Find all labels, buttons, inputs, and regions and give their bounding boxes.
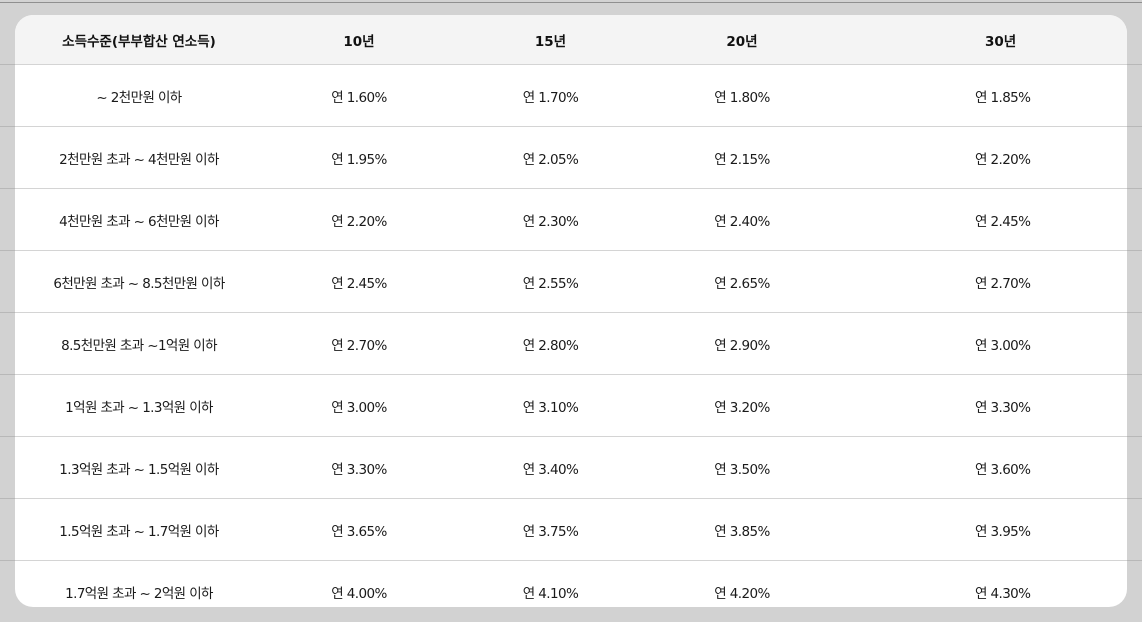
table-row: ~ 2천만원 이하 연 1.60% 연 1.70% 연 1.80% 연 1.85… xyxy=(15,64,1127,127)
rate-cell-15y: 연 4.10% xyxy=(522,585,579,602)
rate-cell-30y: 연 4.30% xyxy=(975,585,1031,602)
rate-cell-10y: 연 3.65% xyxy=(263,498,455,561)
rate-cell-10y: 연 2.45% xyxy=(263,250,455,313)
rate-cell-10y: 연 3.00% xyxy=(263,374,455,437)
margin-guide xyxy=(0,126,15,127)
rate-cell-15y: 연 3.10% xyxy=(455,374,646,437)
rate-cell-15y: 연 3.75% xyxy=(455,498,646,561)
income-level-cell: 6천만원 초과 ~ 8.5천만원 이하 xyxy=(15,250,263,313)
income-level-cell: 1억원 초과 ~ 1.3억원 이하 xyxy=(15,374,263,437)
rate-cell-10y: 연 2.20% xyxy=(263,188,455,251)
margin-guide xyxy=(1127,436,1142,437)
rate-cell-20y: 연 2.90% xyxy=(646,312,838,375)
rate-cell-10y: 연 1.60% xyxy=(263,64,455,127)
table-row: 1.3억원 초과 ~ 1.5억원 이하 연 3.30% 연 3.40% 연 3.… xyxy=(15,436,1127,499)
rate-cell-30y: 연 3.95% xyxy=(838,498,1127,561)
rate-cell-30y: 연 2.70% xyxy=(838,250,1127,313)
rate-cell-10y: 연 4.00% xyxy=(331,585,387,602)
header-term-20y: 20년 xyxy=(646,15,838,65)
margin-guide xyxy=(0,498,15,499)
margin-guide xyxy=(1127,188,1142,189)
rate-cell-15y: 연 2.05% xyxy=(455,126,646,189)
table-row: 1억원 초과 ~ 1.3억원 이하 연 3.00% 연 3.10% 연 3.20… xyxy=(15,374,1127,437)
table-row: 1.5억원 초과 ~ 1.7억원 이하 연 3.65% 연 3.75% 연 3.… xyxy=(15,498,1127,561)
rate-cell-20y: 연 2.65% xyxy=(646,250,838,313)
rate-cell-20y: 연 1.80% xyxy=(646,64,838,127)
income-level-cell: 1.5억원 초과 ~ 1.7억원 이하 xyxy=(15,498,263,561)
margin-guide xyxy=(0,436,15,437)
header-row: 소득수준(부부합산 연소득) 10년 15년 20년 30년 xyxy=(15,15,1127,65)
table-row: 6천만원 초과 ~ 8.5천만원 이하 연 2.45% 연 2.55% 연 2.… xyxy=(15,250,1127,313)
rate-cell-20y: 연 3.85% xyxy=(646,498,838,561)
table-row: 2천만원 초과 ~ 4천만원 이하 연 1.95% 연 2.05% 연 2.15… xyxy=(15,126,1127,189)
rate-cell-20y: 연 4.20% xyxy=(714,585,770,602)
table-row: 1.7억원 초과 ~ 2억원 이하 연 4.00% 연 4.10% 연 4.20… xyxy=(15,561,1127,608)
rate-cell-30y: 연 1.85% xyxy=(838,64,1127,127)
rate-cell-15y: 연 2.80% xyxy=(455,312,646,375)
header-income-level: 소득수준(부부합산 연소득) xyxy=(15,15,263,65)
margin-guide xyxy=(1127,126,1142,127)
rate-cell-20y: 연 3.20% xyxy=(646,374,838,437)
rate-cell-20y: 연 2.15% xyxy=(646,126,838,189)
rate-cell-15y: 연 1.70% xyxy=(455,64,646,127)
rate-cell-30y: 연 2.20% xyxy=(838,126,1127,189)
rate-cell-15y: 연 3.40% xyxy=(455,436,646,499)
rate-cell-20y: 연 2.40% xyxy=(646,188,838,251)
table-body: ~ 2천만원 이하 연 1.60% 연 1.70% 연 1.80% 연 1.85… xyxy=(15,64,1127,608)
table-row: 4천만원 초과 ~ 6천만원 이하 연 2.20% 연 2.30% 연 2.40… xyxy=(15,188,1127,251)
interest-rate-table: 소득수준(부부합산 연소득) 10년 15년 20년 30년 ~ 2천만원 이하… xyxy=(15,15,1127,607)
rate-cell-10y: 연 1.95% xyxy=(263,126,455,189)
rate-cell-30y: 연 3.30% xyxy=(838,374,1127,437)
top-divider xyxy=(0,2,1142,3)
margin-guide xyxy=(1127,498,1142,499)
rate-cell-20y: 연 3.50% xyxy=(646,436,838,499)
margin-guide xyxy=(0,64,15,65)
margin-guide xyxy=(1127,250,1142,251)
rate-cell-30y: 연 3.00% xyxy=(838,312,1127,375)
income-level-cell: ~ 2천만원 이하 xyxy=(15,64,263,127)
header-term-30y: 30년 xyxy=(838,15,1127,65)
rate-table-card: 소득수준(부부합산 연소득) 10년 15년 20년 30년 ~ 2천만원 이하… xyxy=(15,15,1127,607)
table-row: 8.5천만원 초과 ~1억원 이하 연 2.70% 연 2.80% 연 2.90… xyxy=(15,312,1127,375)
rate-cell-30y: 연 3.60% xyxy=(838,436,1127,499)
rate-cell-15y: 연 2.55% xyxy=(455,250,646,313)
income-level-cell: 8.5천만원 초과 ~1억원 이하 xyxy=(15,312,263,375)
margin-guide xyxy=(0,374,15,375)
margin-guide xyxy=(0,312,15,313)
income-level-cell: 4천만원 초과 ~ 6천만원 이하 xyxy=(15,188,263,251)
header-term-10y: 10년 xyxy=(263,15,455,65)
rate-cell-10y: 연 2.70% xyxy=(263,312,455,375)
header-term-15y: 15년 xyxy=(455,15,646,65)
margin-guide xyxy=(1127,560,1142,561)
income-level-cell: 1.3억원 초과 ~ 1.5억원 이하 xyxy=(15,436,263,499)
margin-guide xyxy=(1127,312,1142,313)
margin-guide xyxy=(0,188,15,189)
rate-cell-10y: 연 3.30% xyxy=(263,436,455,499)
rate-cell-30y: 연 2.45% xyxy=(838,188,1127,251)
rate-cell-15y: 연 2.30% xyxy=(455,188,646,251)
income-level-cell: 1.7억원 초과 ~ 2억원 이하 xyxy=(65,585,213,602)
margin-guide xyxy=(1127,64,1142,65)
margin-guide xyxy=(1127,374,1142,375)
margin-guide xyxy=(0,560,15,561)
margin-guide xyxy=(0,250,15,251)
table-header: 소득수준(부부합산 연소득) 10년 15년 20년 30년 xyxy=(15,15,1127,65)
income-level-cell: 2천만원 초과 ~ 4천만원 이하 xyxy=(15,126,263,189)
